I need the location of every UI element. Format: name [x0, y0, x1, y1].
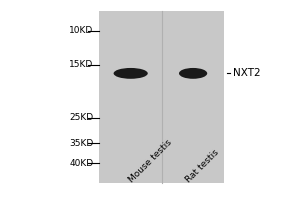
Text: 40KD: 40KD	[69, 159, 94, 168]
Text: Mouse testis: Mouse testis	[127, 138, 174, 185]
Text: 35KD: 35KD	[69, 139, 94, 148]
Bar	[100, 11, 224, 183]
Text: 15KD: 15KD	[69, 60, 94, 69]
Text: 25KD: 25KD	[69, 113, 94, 122]
Ellipse shape	[114, 68, 148, 79]
Ellipse shape	[179, 68, 207, 79]
Text: NXT2: NXT2	[233, 68, 261, 78]
Text: 10KD: 10KD	[69, 26, 94, 35]
Text: Rat testis: Rat testis	[184, 148, 220, 185]
